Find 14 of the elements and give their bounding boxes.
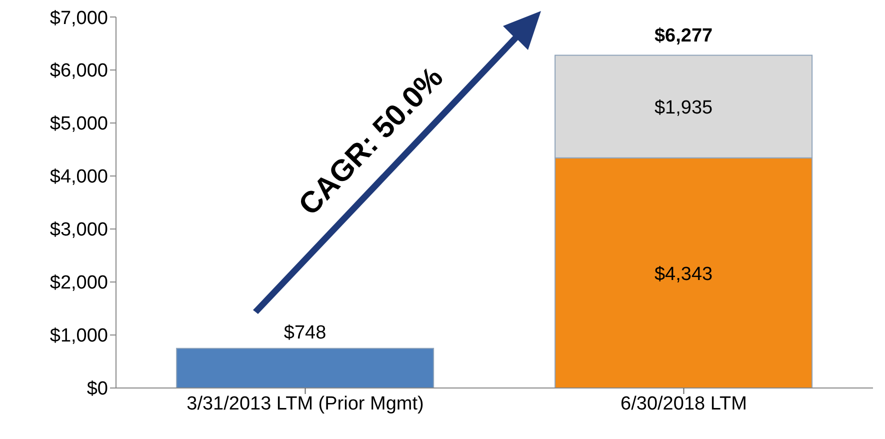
y-tick-label: $3,000: [50, 220, 108, 241]
total-label: $6,277: [654, 25, 713, 46]
y-tick-label: $5,000: [50, 114, 108, 135]
data-label: $1,935: [654, 98, 713, 119]
y-tick-label: $6,000: [50, 60, 108, 82]
y-tick-label: $4,000: [50, 166, 108, 188]
y-tick-label: $2,000: [50, 272, 108, 294]
x-tick-label: 3/31/2013 LTM (Prior Mgmt): [186, 393, 424, 414]
y-tick-label: $0: [86, 378, 108, 400]
y-tick-label: $1,000: [50, 326, 108, 347]
data-label: $748: [284, 322, 326, 344]
y-tick-label: $7,000: [50, 8, 108, 29]
x-tick-label: 6/30/2018 LTM: [620, 393, 747, 414]
data-label: $4,343: [654, 264, 713, 285]
